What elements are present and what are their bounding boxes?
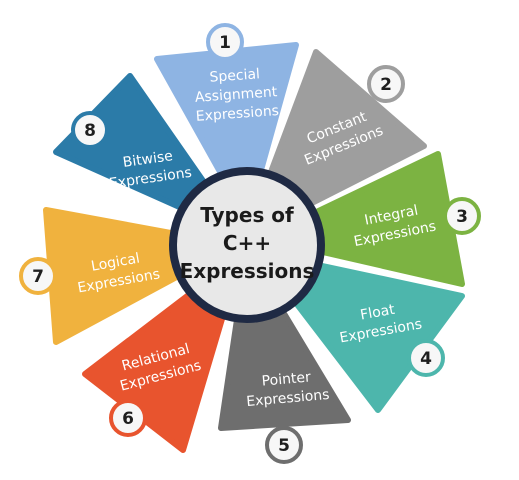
segment-2-badge: 2 [367, 65, 405, 103]
segment-8-badge-circle [71, 111, 109, 149]
segment-6-badge-circle [109, 399, 147, 437]
segment-3-badge: 3 [443, 197, 481, 235]
segment-5-label-line-1: Pointer [261, 369, 312, 389]
center-title-line-3: Expressions [180, 259, 315, 283]
segment-4-badge-number: 4 [420, 349, 432, 369]
segment-8-badge-number: 8 [84, 121, 96, 141]
segment-5-badge: 5 [265, 426, 303, 464]
segment-5-label: PointerExpressions [244, 368, 330, 410]
segment-7-badge-number: 7 [32, 267, 44, 287]
segment-2-badge-number: 2 [380, 75, 392, 95]
segment-1-badge-circle [206, 23, 244, 61]
segment-5-label-line-2: Expressions [246, 387, 330, 410]
center-hub-face [177, 175, 317, 315]
center-title-line-1: Types of [200, 203, 294, 227]
segment-7-badge: 7 [19, 257, 57, 295]
segment-1-label-line-1: Special [209, 66, 260, 85]
segment-1-label-line-2: Assignment [194, 84, 278, 106]
segment-3-badge-circle [443, 197, 481, 235]
segment-1-badge-number: 1 [219, 33, 231, 53]
segment-8-badge: 8 [71, 111, 109, 149]
segment-8-label-line-1: Bitwise [122, 148, 174, 171]
segment-5-badge-number: 5 [278, 436, 290, 456]
segment-7-badge-circle [19, 257, 57, 295]
center-title-line-2: C++ [223, 231, 271, 255]
segment-1-label: SpecialAssignmentExpressions [193, 65, 280, 125]
segment-4-label-line-1: Float [359, 302, 396, 324]
segment-6-badge: 6 [109, 399, 147, 437]
segment-3-badge-number: 3 [456, 207, 468, 227]
segment-4-badge-circle [407, 339, 445, 377]
center-hub: Types of C++ Expressions [169, 167, 325, 323]
segment-2-badge-circle [367, 65, 405, 103]
segment-4-badge: 4 [407, 339, 445, 377]
segment-6-badge-number: 6 [122, 409, 134, 429]
segment-1-label-line-3: Expressions [195, 103, 279, 125]
segment-1-badge: 1 [206, 23, 244, 61]
segment-5-badge-circle [265, 426, 303, 464]
